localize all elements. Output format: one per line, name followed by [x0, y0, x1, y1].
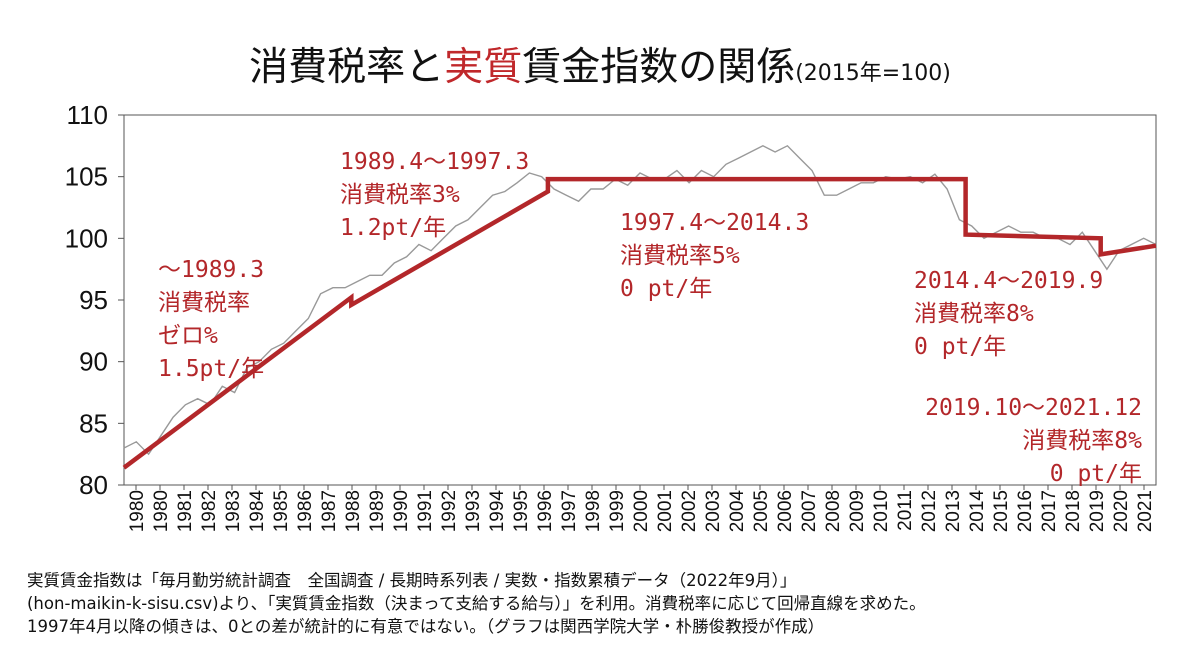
x-tick-label: 1986: [295, 490, 316, 532]
annotation-1997-2014: 1997.4～2014.3 消費税率5% 0 pt/年: [620, 207, 809, 306]
footnote-line: 1997年4月以降の傾きは、0との差が統計的に有意ではない。（グラフは関西学院大…: [27, 617, 825, 636]
annotation-line: ゼロ%: [158, 323, 218, 349]
x-tick-label: 2008: [823, 490, 844, 532]
source-footnote: 実質賃金指数は「毎月勤労統計調査 全国調査 / 長期時系列表 / 実数・指数累積…: [27, 569, 926, 638]
x-tick-label: 2001: [655, 490, 676, 532]
annotation-line: 0 pt/年: [620, 276, 713, 302]
footnote-line: (hon-maikin-k-sisu.csv)より、「実質賃金指数（決まって支給…: [27, 594, 926, 613]
x-tick-label: 1989: [367, 490, 388, 532]
x-tick-label: 2015: [991, 490, 1012, 532]
x-tick-label: 2017: [1039, 490, 1060, 532]
series-line-raw-wage-index: [123, 144, 1157, 456]
x-tick-label: 2021: [1135, 490, 1156, 532]
annotation-line: 消費税率5%: [620, 243, 740, 269]
y-tick-label: 110: [67, 100, 108, 130]
annotation-line: 2019.10～2021.12: [925, 395, 1142, 421]
title-main-rest: 賃金指数の関係: [522, 45, 796, 90]
x-tick-label: 1980: [127, 490, 148, 532]
annotation-line: 1997.4～2014.3: [620, 210, 810, 236]
annotation-line: 1.2pt/年: [340, 215, 447, 241]
annotation-line: 消費税率8%: [914, 301, 1034, 327]
x-tick-label: 2002: [679, 490, 700, 532]
x-tick-label: 2000: [631, 490, 652, 532]
x-tick-label: 1982: [199, 490, 220, 532]
y-tick-label: 105: [65, 162, 108, 192]
x-tick-label: 1997: [559, 490, 580, 532]
x-tick-label: 1985: [271, 490, 292, 532]
title-main: 消費税率と: [249, 45, 445, 90]
annotation-line: ～1989.3: [158, 257, 265, 283]
x-tick-label: 2020: [1111, 490, 1132, 532]
y-tick-label: 80: [79, 470, 108, 500]
series-line-regression: [122, 176, 1157, 470]
x-tick-label: 1999: [607, 490, 628, 532]
annotation-line: 0 pt/年: [1049, 461, 1142, 487]
footnote-line: 実質賃金指数は「毎月勤労統計調査 全国調査 / 長期時系列表 / 実数・指数累積…: [27, 571, 797, 590]
chart-title: 消費税率と実質賃金指数の関係(2015年=100): [0, 36, 1200, 92]
annotation-line: 1989.4～1997.3: [340, 149, 530, 175]
x-tick-label: 1987: [319, 490, 340, 532]
x-tick-label: 1990: [391, 490, 412, 532]
y-tick-label: 85: [79, 408, 108, 438]
annotation-line: 消費税率: [158, 290, 250, 316]
x-tick-label: 2013: [943, 490, 964, 532]
x-tick-label: 2003: [703, 490, 724, 532]
x-tick-label: 2012: [919, 490, 940, 532]
x-tick-label: 1981: [175, 490, 196, 532]
x-tick-label: 1984: [247, 490, 268, 533]
x-tick-label: 1993: [463, 490, 484, 532]
x-tick-label: 1998: [583, 490, 604, 532]
title-highlight: 実質: [444, 45, 523, 90]
annotation-pre-1989: ～1989.3 消費税率 ゼロ% 1.5pt/年: [158, 254, 264, 386]
x-tick-label: 1983: [223, 490, 244, 532]
x-tick-label: 1996: [535, 490, 556, 532]
x-tick-label: 2005: [751, 490, 772, 532]
x-tick-label: 2018: [1063, 490, 1084, 532]
x-tick-label: 2014: [967, 490, 988, 533]
x-tick-label: 2007: [799, 490, 820, 532]
y-tick-label: 90: [79, 347, 108, 377]
annotation-line: 2014.4～2019.9: [914, 268, 1104, 294]
annotation-line: 消費税率3%: [340, 182, 460, 208]
annotation-line: 消費税率8%: [1022, 428, 1142, 454]
x-tick-label: 1994: [487, 490, 508, 533]
y-tick-label: 100: [65, 223, 108, 253]
x-tick-label: 1991: [415, 490, 436, 532]
x-tick-label: 1988: [343, 490, 364, 532]
annotation-1989-1997: 1989.4～1997.3 消費税率3% 1.2pt/年: [340, 146, 529, 245]
x-tick-label: 2010: [871, 490, 892, 532]
x-tick-label: 2004: [727, 490, 748, 533]
x-tick-label: 2019: [1087, 490, 1108, 532]
y-tick-label: 95: [79, 285, 108, 315]
x-tick-label: 2016: [1015, 490, 1036, 532]
title-base-year: (2015年=100): [795, 61, 951, 86]
annotation-line: 0 pt/年: [914, 334, 1007, 360]
annotation-2019-2021: 2019.10～2021.12 消費税率8% 0 pt/年: [925, 392, 1142, 491]
annotation-line: 1.5pt/年: [158, 356, 265, 382]
x-tick-label: 1995: [511, 490, 532, 532]
x-tick-label: 2006: [775, 490, 796, 532]
x-tick-label: 2009: [847, 490, 868, 532]
x-tick-label: 1992: [439, 490, 460, 532]
annotation-2014-2019: 2014.4～2019.9 消費税率8% 0 pt/年: [914, 265, 1103, 364]
x-tick-label: 1980: [151, 490, 172, 532]
x-tick-label: 2011: [895, 490, 916, 531]
